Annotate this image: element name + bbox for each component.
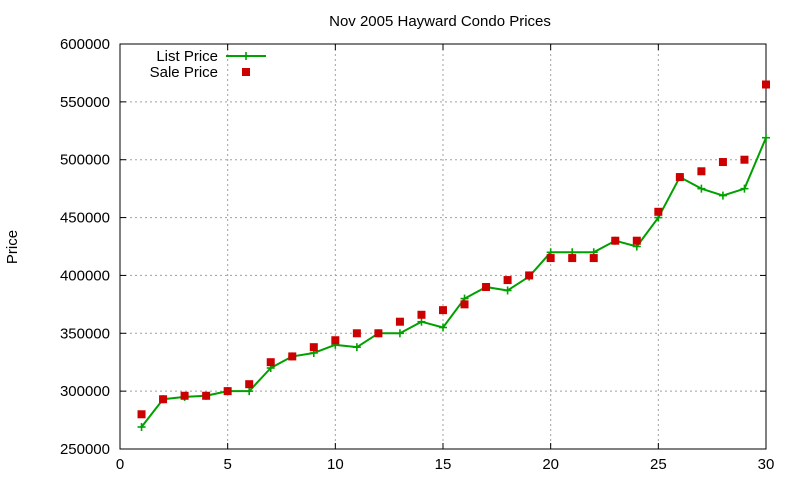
sale-price-point xyxy=(697,167,706,176)
sale-price-point xyxy=(266,358,275,367)
y-tick-label: 300000 xyxy=(60,383,110,400)
sale-price-point xyxy=(525,271,534,280)
sale-price-point xyxy=(417,310,426,319)
series-layer xyxy=(137,80,770,432)
sale-price-point xyxy=(288,352,297,361)
x-tick-label: 15 xyxy=(435,456,452,473)
y-tick-label: 600000 xyxy=(60,36,110,53)
sale-price-point xyxy=(568,254,577,263)
list-price-point xyxy=(395,329,404,338)
list-price-point xyxy=(439,323,447,332)
sale-price-point xyxy=(718,158,727,167)
list-price-point xyxy=(718,191,727,200)
x-tick-label: 0 xyxy=(116,456,124,473)
list-price-point xyxy=(417,317,426,326)
sale-price-point xyxy=(309,343,318,352)
legend-swatch-sale-price xyxy=(242,68,250,76)
x-tick-label: 20 xyxy=(542,456,559,473)
sale-price-point xyxy=(223,387,232,396)
list-price-point xyxy=(740,184,749,193)
sale-price-point xyxy=(202,391,211,400)
x-tick-label: 30 xyxy=(758,456,775,473)
list-price-point xyxy=(762,133,770,142)
axis-ticks: 0 5 10 15 20 25 30 250000 300000 350000 400000 4500… xyxy=(60,36,774,473)
x-tick-label: 5 xyxy=(223,456,231,473)
sale-price-point xyxy=(482,283,491,291)
sale-price-point xyxy=(503,276,512,285)
sale-price-point xyxy=(589,254,598,263)
y-tick-label: 450000 xyxy=(60,210,110,227)
sale-price-point xyxy=(740,155,749,164)
sale-price-point xyxy=(180,391,189,400)
y-tick-label: 350000 xyxy=(60,325,110,342)
x-tick-label: 25 xyxy=(650,456,667,473)
list-price-point xyxy=(503,286,512,295)
list-price-line xyxy=(140,137,767,428)
y-tick-label: 250000 xyxy=(60,441,110,458)
gridlines xyxy=(120,44,766,449)
sale-price-point xyxy=(546,254,555,263)
y-tick-label: 400000 xyxy=(60,267,110,284)
sale-price-point xyxy=(374,329,383,338)
list-price-point xyxy=(697,184,706,193)
x-tick-label: 10 xyxy=(327,456,344,473)
legend-swatch-list-price-marker xyxy=(242,52,250,60)
sale-price-point xyxy=(632,236,641,245)
sale-price-point xyxy=(460,300,469,309)
sale-price-point xyxy=(439,306,447,315)
sale-price-point xyxy=(137,410,146,419)
sale-price-point xyxy=(331,336,340,345)
sale-price-point xyxy=(245,380,254,389)
y-tick-label: 550000 xyxy=(60,94,110,111)
legend-label-list-price: List Price xyxy=(156,48,218,65)
list-price-point xyxy=(137,423,146,432)
y-tick-label: 500000 xyxy=(60,152,110,169)
y-axis-label: Price xyxy=(4,230,21,264)
sale-price-point xyxy=(159,395,168,404)
list-price-point xyxy=(352,343,361,352)
sale-price-point xyxy=(762,80,770,89)
sale-price-point xyxy=(352,329,361,338)
legend-label-sale-price: Sale Price xyxy=(150,64,218,81)
sale-price-point xyxy=(654,207,663,216)
sale-price-point xyxy=(395,317,404,326)
chart-title: Nov 2005 Hayward Condo Prices xyxy=(329,13,551,30)
list-price-point xyxy=(245,387,254,396)
sale-price-point xyxy=(611,236,620,245)
sale-price-point xyxy=(675,173,684,182)
